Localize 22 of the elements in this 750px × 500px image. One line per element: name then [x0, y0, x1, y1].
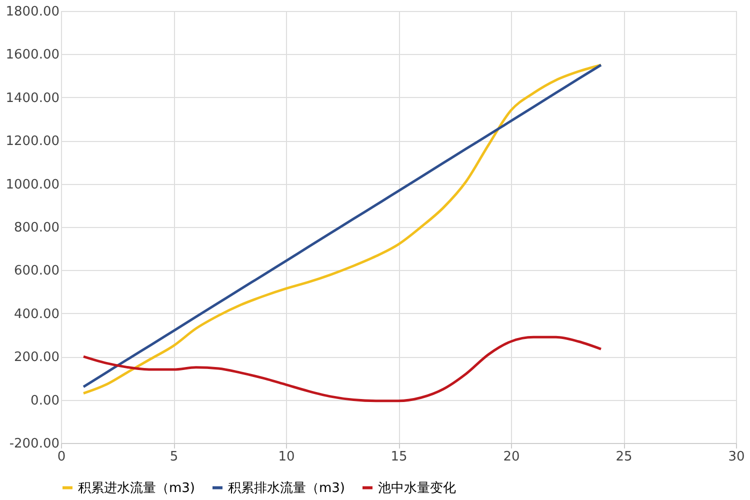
x-tick-label: 0 [57, 450, 66, 464]
legend-label: 积累进水流量（m3) [78, 480, 196, 496]
x-tick-label: 5 [170, 450, 178, 464]
x-tick-label: 20 [503, 450, 520, 464]
y-tick-label: 1200.00 [6, 134, 60, 150]
x-tick-label: 25 [616, 450, 632, 464]
legend-label: 池中水量变化 [378, 480, 456, 496]
x-tick-label: 15 [390, 450, 408, 464]
x-tick-label: 30 [728, 450, 745, 464]
y-tick-label: 1400.00 [6, 90, 60, 106]
y-tick-label: 400.00 [14, 306, 60, 322]
y-tick-label: 1600.00 [6, 48, 60, 63]
y-tick-label: 1000.00 [6, 177, 60, 192]
y-tick-label: 800.00 [14, 220, 60, 236]
x-tick-label: 10 [278, 450, 295, 464]
y-tick-label: 200.00 [14, 350, 60, 366]
y-tick-label: 1800.00 [6, 4, 60, 20]
y-tick-label: 600.00 [14, 264, 60, 279]
line-series [82, 336, 602, 402]
y-tick-label: 0.00 [30, 393, 60, 408]
y-tick-label: -200.00 [9, 436, 60, 452]
legend-label: 积累排水流量（m3) [228, 480, 346, 496]
